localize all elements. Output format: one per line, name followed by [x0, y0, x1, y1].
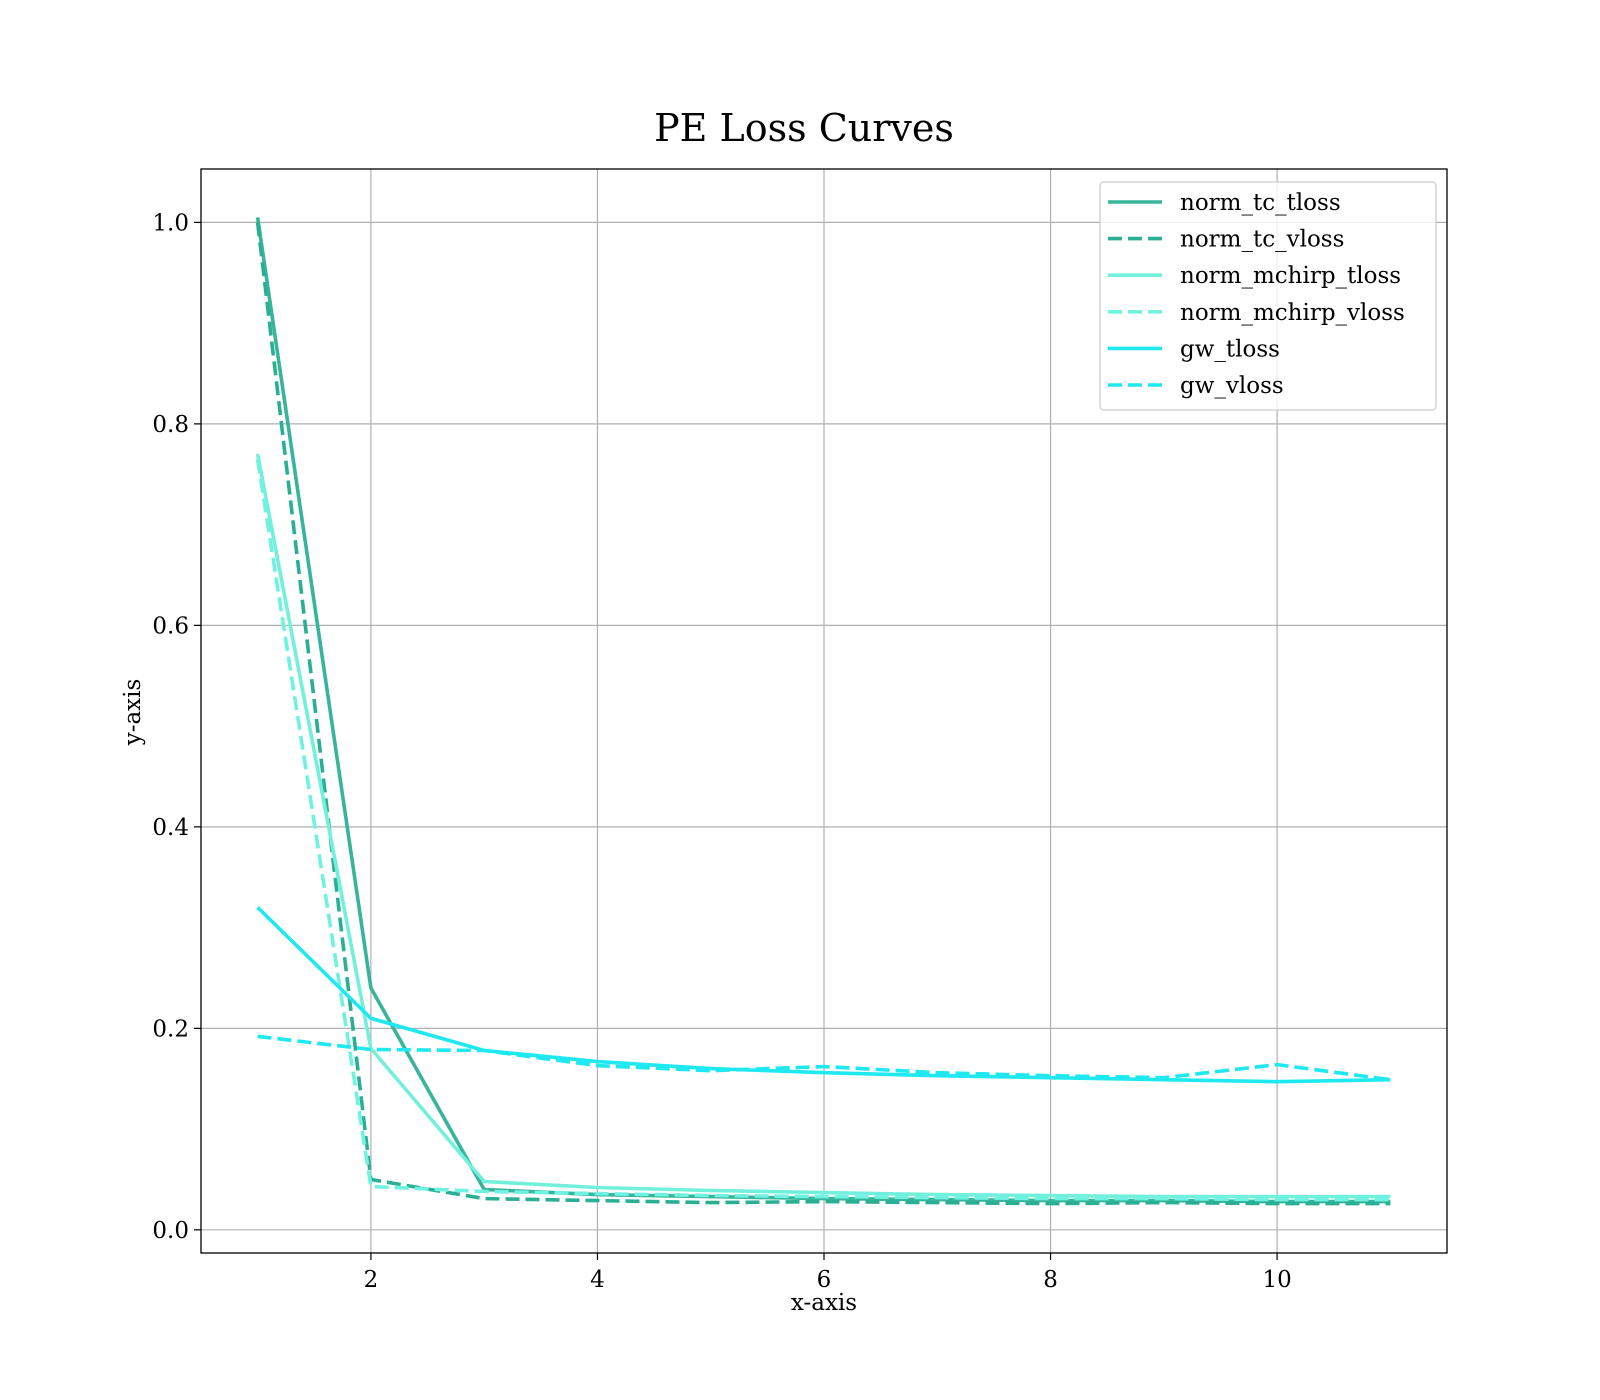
axis-ticks: 2 4 6 8 10 0.0 0.2 0.4 0.6 0.8 1.0 — [152, 210, 1291, 1293]
legend-label: norm_mchirp_vloss — [1180, 300, 1405, 326]
legend-label: gw_tloss — [1180, 336, 1280, 362]
legend-label: gw_vloss — [1180, 373, 1284, 399]
y-axis-label: y-axis — [120, 679, 146, 747]
legend-label: norm_mchirp_tloss — [1180, 263, 1401, 289]
legend-label: norm_tc_vloss — [1180, 227, 1344, 253]
series-line-norm-mchirp-vloss — [255, 458, 1391, 1202]
x-tick-label: 2 — [364, 1267, 379, 1293]
series-lines — [255, 217, 1391, 1206]
x-tick-label: 6 — [817, 1267, 832, 1293]
x-tick-label: 8 — [1043, 1267, 1058, 1293]
series-line-norm-tc-vloss — [255, 222, 1391, 1206]
legend-label: norm_tc_tloss — [1180, 190, 1341, 216]
y-tick-label: 1.0 — [152, 210, 189, 236]
series-line-norm-mchirp-tloss — [255, 453, 1391, 1199]
chart-title: PE Loss Curves — [654, 106, 954, 150]
x-axis-label: x-axis — [791, 1290, 857, 1316]
series-line-gw-tloss — [256, 906, 1391, 1084]
series-line-gw-vloss — [257, 1034, 1391, 1082]
x-tick-label: 4 — [590, 1267, 605, 1293]
x-tick-label: 10 — [1262, 1267, 1291, 1293]
y-tick-label: 0.2 — [152, 1016, 189, 1042]
y-tick-label: 0.0 — [152, 1218, 189, 1244]
series-line-norm-tc-tloss — [255, 217, 1391, 1204]
y-tick-label: 0.4 — [152, 815, 189, 841]
y-tick-label: 0.6 — [152, 613, 189, 639]
y-tick-label: 0.8 — [152, 412, 189, 438]
legend: norm_tc_tloss norm_tc_vloss norm_mchirp_tl… — [1099, 181, 1437, 411]
legend-box — [1099, 181, 1437, 411]
